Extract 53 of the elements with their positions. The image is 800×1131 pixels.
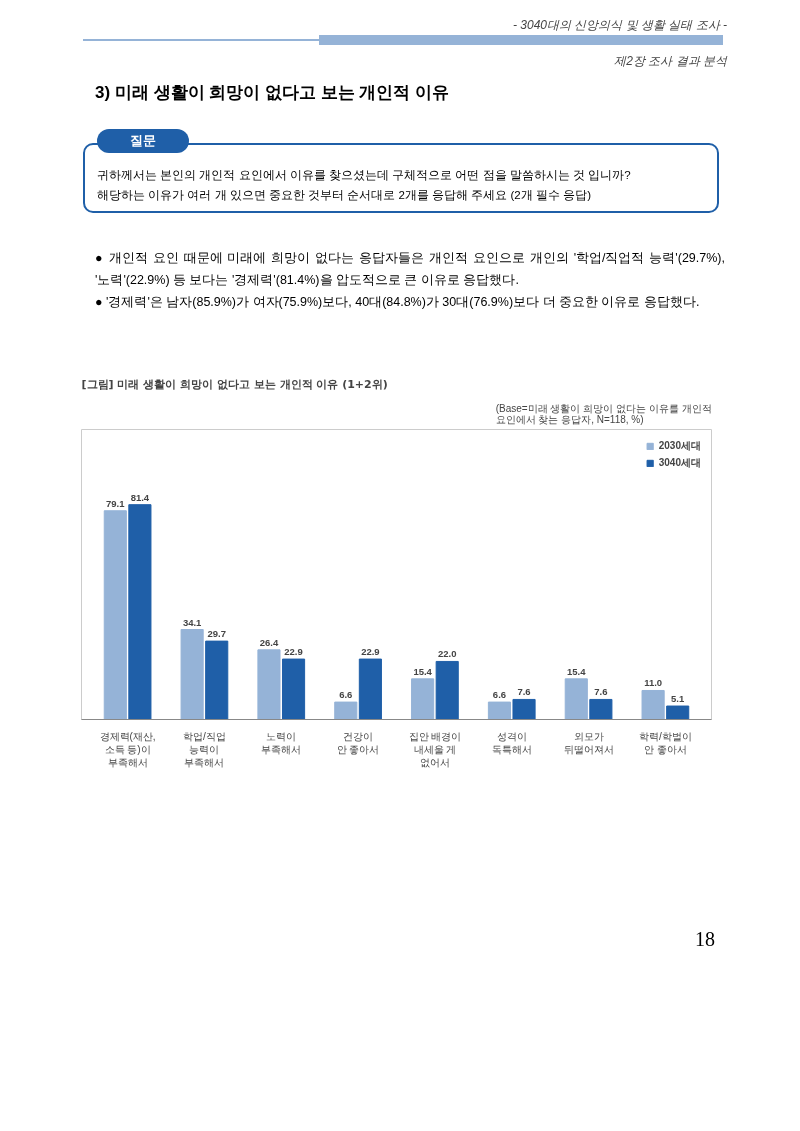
- bar: [512, 698, 536, 720]
- x-tick-label: 집안 배경이 내세울 게 없어서: [408, 730, 462, 768]
- text: - 3040대의 신앙의식 및 생활 실태 조사 -: [512, 17, 727, 34]
- data-label: 81.4: [130, 491, 150, 503]
- data-label: 11.0: [644, 677, 663, 689]
- data-label: 22.9: [361, 646, 380, 658]
- legend-label: 2030세대: [658, 439, 701, 453]
- text: (Base=미래 생활이 희망이 없다는 이유를 개인적 요인에서 찾는 응답자, N=118, %): [495, 402, 712, 425]
- bar: [641, 689, 665, 720]
- bar: [564, 678, 588, 720]
- bar: [281, 658, 306, 720]
- x-tick-label: 건강이 안 좋아서: [336, 730, 380, 755]
- data-label: 7.6: [517, 686, 531, 698]
- data-label: 6.6: [492, 689, 507, 701]
- text: 18: [695, 927, 715, 952]
- text: 3) 미래 생활이 희망이 없다고 보는 개인적 이유: [95, 82, 450, 104]
- text: ● 개인적 요인 때문에 미래에 희망이 없다는 응답자들은 개인적 요인으로 개인의 '학업/직업적 능력'(29.7%), '노력'(22.9%) 등 보다는 '경제력'(81.4%)을 압도적으로 큰 이유로 응답했다.: [95, 250, 725, 289]
- legend-label: 3040세대: [658, 456, 701, 470]
- text: 제2장 조사 결과 분석: [614, 53, 727, 70]
- data-label: 26.4: [259, 636, 279, 648]
- data-label: 79.1: [106, 497, 126, 509]
- data-label: 5.1: [671, 693, 686, 705]
- bar: [487, 701, 512, 720]
- bar: [205, 640, 229, 720]
- text: 질문: [97, 129, 189, 153]
- bar: [334, 701, 358, 720]
- text: ● '경제력'은 남자(85.9%)가 여자(75.9%)보다, 40대(84.8%)가 30대(76.9%)보다 더 중요한 이유로 응답했다.: [95, 294, 701, 311]
- x-tick-label: 학업/직업 능력이 부족해서: [183, 730, 226, 768]
- x-tick-label: 학력/학벌이 안 좋아서: [639, 730, 692, 755]
- bar: [666, 705, 690, 720]
- bar: [180, 629, 204, 720]
- data-label: 22.0: [437, 648, 457, 660]
- data-label: 7.6: [594, 686, 608, 698]
- text: 귀하께서는 본인의 개인적 요인에서 이유를 찾으셨는데 구체적으로 어떤 점을 말씀하시는 것 입니까?: [97, 169, 631, 181]
- bar: [103, 510, 127, 720]
- data-label: 15.4: [413, 665, 433, 677]
- text: 해당하는 이유가 여러 개 있으면 중요한 것부터 순서대로 2개를 응답해 주세요 (2개 필수 응답): [97, 189, 591, 201]
- bar: [128, 504, 152, 720]
- bar: [411, 678, 435, 720]
- bar: [257, 649, 281, 720]
- data-label: 34.1: [182, 616, 203, 628]
- x-tick-label: 성격이 독특해서: [491, 730, 532, 755]
- bar: [589, 698, 613, 720]
- bar: [358, 658, 382, 720]
- bar: [435, 660, 459, 720]
- x-tick-label: 경제력(재산, 소득 등)이 부족해서: [99, 730, 156, 768]
- x-tick-label: 노력이 부족해서: [261, 730, 302, 755]
- data-label: 29.7: [207, 628, 226, 640]
- data-label: 6.6: [339, 689, 353, 701]
- data-label: 22.9: [284, 646, 303, 658]
- chart-title: [그림] 미래 생활이 희망이 없다고 보는 개인적 이유 (1+2위): [81, 377, 388, 391]
- data-label: 15.4: [567, 665, 587, 677]
- x-tick-label: 외모가 뒤떨어져서: [563, 730, 614, 755]
